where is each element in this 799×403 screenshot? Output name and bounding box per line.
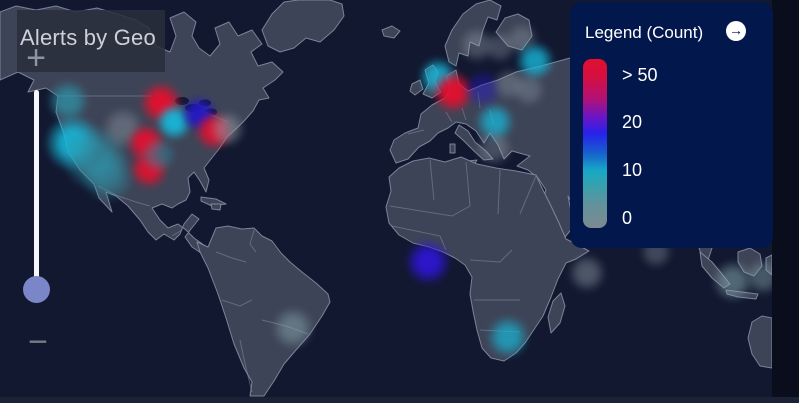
zoom-in-button[interactable]: +	[26, 39, 46, 77]
arrow-right-glyph: →	[729, 22, 743, 38]
heat-blob-indonesia-west	[709, 257, 757, 305]
page-title: Alerts by Geo	[20, 25, 156, 50]
scandinavia	[444, 0, 502, 67]
heat-blob-poland	[489, 64, 529, 104]
australia	[747, 315, 772, 369]
zoom-slider-handle[interactable]	[23, 276, 50, 303]
bottom-bar	[0, 397, 799, 403]
zoom-out-button[interactable]: −	[28, 323, 48, 361]
heat-blob-balkans	[472, 99, 518, 145]
zoom-slider-track[interactable]	[34, 90, 39, 286]
heatmap-layer	[41, 19, 772, 361]
heat-blob-us-new-england	[206, 108, 248, 150]
heat-blob-south-africa	[484, 313, 532, 361]
heat-blob-us-texas	[126, 146, 172, 192]
sardinia	[449, 143, 456, 154]
arrow-right-circle-icon[interactable]: →	[726, 21, 746, 41]
heat-blob-indian-ocean-west	[564, 250, 610, 296]
legend-label-10: 10	[622, 160, 643, 180]
legend-panel: Legend (Count) → > 50 20 10 0	[570, 2, 773, 248]
continent-south-america	[196, 225, 331, 397]
legend-title: Legend (Count)	[585, 23, 704, 42]
legend-gradient-bar	[583, 59, 607, 228]
heat-blob-baltic-east	[512, 38, 558, 84]
heat-blob-scandinavia-west	[456, 24, 498, 66]
heat-blob-eastern-europe	[509, 70, 549, 110]
heat-blob-mediterranean	[473, 127, 515, 169]
italy	[454, 124, 494, 161]
sulawesi	[765, 254, 772, 276]
iceland	[381, 25, 401, 39]
greenland	[261, 0, 345, 53]
heat-blob-us-south-central	[137, 134, 179, 176]
madagascar	[547, 292, 566, 334]
heat-blob-gulf-of-guinea	[402, 236, 454, 288]
right-gutter	[772, 0, 799, 397]
legend-label-0: 0	[622, 208, 633, 228]
heat-blob-indonesia-east	[742, 256, 772, 298]
legend-label-gt-50: > 50	[622, 65, 658, 85]
hispaniola	[210, 203, 222, 211]
legend-label-20: 20	[622, 112, 643, 132]
heat-blob-brazil-southeast	[269, 304, 317, 352]
map-title-box: Alerts by Geo	[17, 10, 165, 72]
heat-blob-germany	[429, 68, 477, 116]
